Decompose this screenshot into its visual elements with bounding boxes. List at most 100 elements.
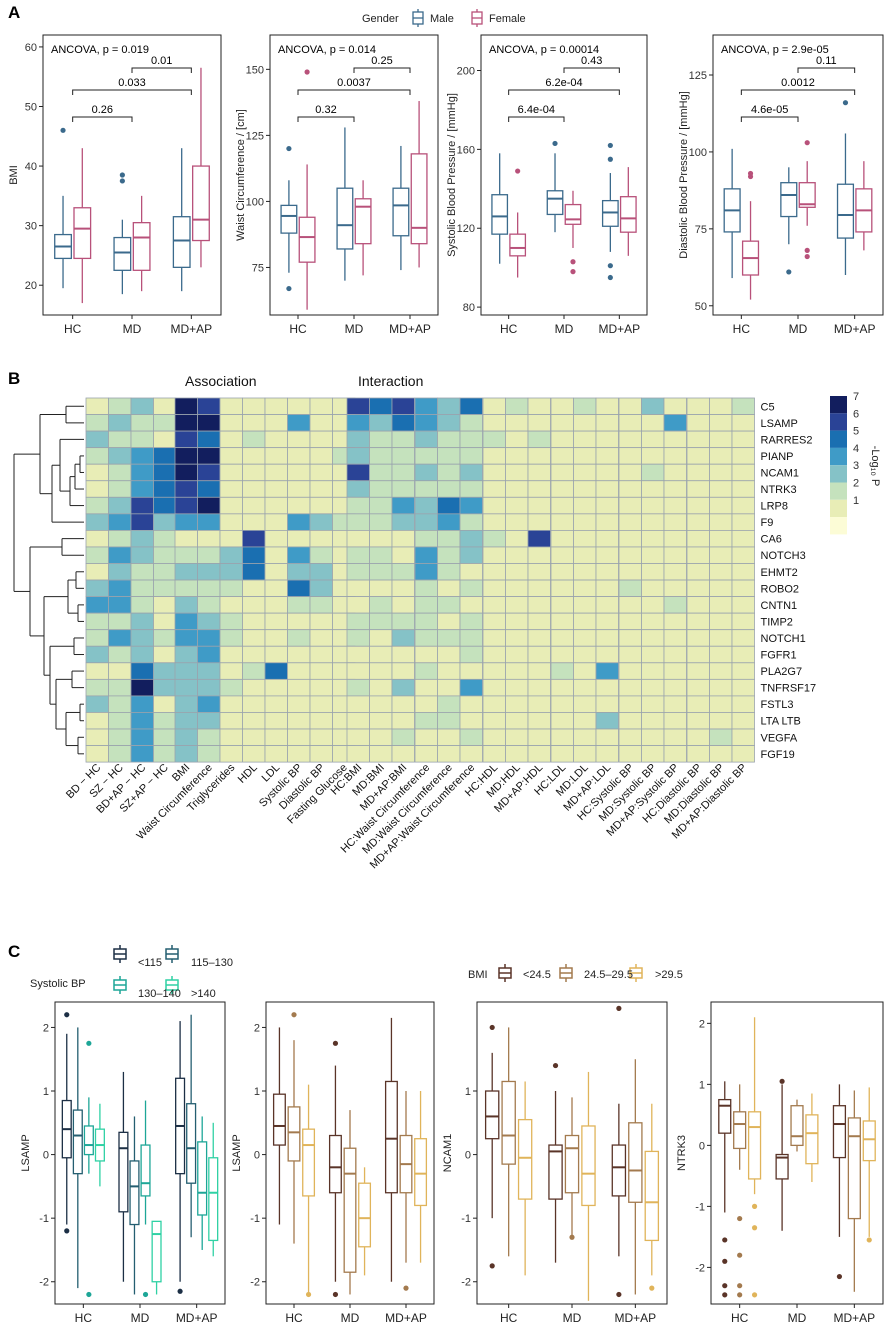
heatmap-cell (550, 430, 574, 449)
heatmap-cell (641, 745, 665, 763)
heatmap-cell (573, 530, 597, 548)
heatmap-cell (437, 397, 461, 415)
heatmap-cell (595, 563, 619, 581)
bracket-p-label: 0.01 (151, 55, 172, 67)
heatmap-cell (686, 430, 710, 449)
heatmap-cell (550, 447, 574, 465)
outlier-point (60, 127, 66, 133)
heatmap-cell (505, 430, 529, 449)
box-iqr (564, 203, 582, 225)
heatmap-cell (369, 745, 393, 763)
outlier-point (64, 1228, 70, 1234)
heatmap-cell (437, 596, 461, 614)
bracket-line (297, 116, 355, 122)
heatmap-cell (130, 546, 154, 564)
heatmap-cell (482, 712, 506, 730)
heatmap-cell (153, 662, 177, 680)
heatmap-cell (641, 530, 665, 548)
category-box-2 (72, 1027, 83, 1289)
box-iqr (343, 1147, 357, 1273)
heatmap-cell (414, 695, 438, 713)
heatmap-cell (242, 496, 266, 515)
heatmap-cell (153, 496, 177, 515)
heatmap-cell (709, 629, 733, 647)
x-tick-label: MD+AP (385, 1311, 427, 1325)
female-box (410, 101, 428, 268)
heatmap-cell (85, 712, 109, 730)
heatmap-cell (219, 397, 243, 415)
heatmap-cell (482, 463, 506, 482)
heatmap-cell (573, 579, 597, 597)
box-iqr (328, 1134, 342, 1194)
panel-c-chart-2: -2 -1 0 1 2 HC MD MD+AP LSAMP (231, 1001, 435, 1325)
heatmap-cell (391, 728, 415, 746)
heatmap-cell (482, 695, 506, 713)
heatmap-cell (573, 728, 597, 746)
heatmap-row-label: PLA2G7 (761, 666, 803, 678)
heatmap-cell (731, 645, 755, 664)
heatmap-cell (663, 430, 687, 449)
heatmap-cell (663, 397, 687, 415)
heatmap-cell (595, 678, 619, 697)
heatmap-cell (573, 563, 597, 581)
heatmap-cell (153, 414, 177, 432)
heatmap-cell (686, 397, 710, 415)
heatmap-cell (346, 745, 370, 763)
heatmap-cell (197, 480, 221, 498)
heatmap-cell (197, 414, 221, 432)
heatmap-cell (108, 430, 132, 449)
bmi-legend-key (498, 964, 512, 982)
heatmap-cell (482, 579, 506, 597)
heatmap-cell (153, 745, 177, 763)
box-iqr (548, 1144, 563, 1200)
heatmap-cell (731, 447, 755, 465)
bmi-legend-key (559, 964, 573, 982)
outlier-point (649, 1285, 655, 1291)
bracket-line (740, 89, 856, 95)
outlier-point (842, 100, 849, 106)
heatmap-cell (309, 513, 333, 531)
male-box (836, 100, 855, 275)
panel-a-chart-2-y-axis-label: Waist Circumference / [cm] (235, 109, 247, 241)
box-iqr (392, 187, 410, 237)
heatmap-cell (663, 496, 687, 515)
heatmap-row-label: RARRES2 (761, 434, 813, 446)
category-box-1 (118, 1071, 129, 1282)
x-tick-label: MD+AP (614, 1311, 656, 1325)
heatmap-cell (573, 414, 597, 432)
heatmap-cell (369, 612, 393, 631)
box-iqr (644, 1150, 660, 1242)
heatmap-cell (309, 596, 333, 614)
y-tick-label: 160 (457, 144, 475, 156)
heatmap-cell (550, 530, 574, 548)
category-box-4 (94, 1103, 105, 1187)
heatmap-cell (197, 596, 221, 614)
heatmap-cell (287, 728, 311, 746)
heatmap-cell (731, 530, 755, 548)
category-box-1 (484, 1024, 500, 1269)
heatmap-cell (663, 546, 687, 564)
panel-b-heatmap: Association Interaction C5 LSAMP RARRES2 PI… (13, 373, 881, 871)
heatmap-cell (641, 496, 665, 515)
box-iqr (384, 1080, 398, 1194)
outlier-point (866, 1237, 872, 1243)
x-tick-label: HC (733, 322, 751, 336)
heatmap-cell (641, 480, 665, 498)
category-box-1 (175, 1021, 186, 1294)
heatmap-cell (459, 579, 483, 597)
category-box-3 (414, 1091, 428, 1263)
heatmap-cell (618, 745, 642, 763)
x-tick-label: MD (555, 322, 574, 336)
female-box (798, 140, 816, 260)
heatmap-cell (197, 745, 221, 763)
comparison-bracket: 0.01 (131, 55, 192, 73)
heatmap-cell (595, 612, 619, 631)
x-tick-label: HC (289, 322, 307, 336)
comparison-bracket: 0.0012 (740, 77, 856, 95)
heatmap-cell (709, 480, 733, 498)
heatmap-cell (369, 645, 393, 664)
outlier-point (722, 1292, 728, 1298)
colorbar-swatch (830, 482, 847, 500)
outlier-point (607, 263, 613, 269)
